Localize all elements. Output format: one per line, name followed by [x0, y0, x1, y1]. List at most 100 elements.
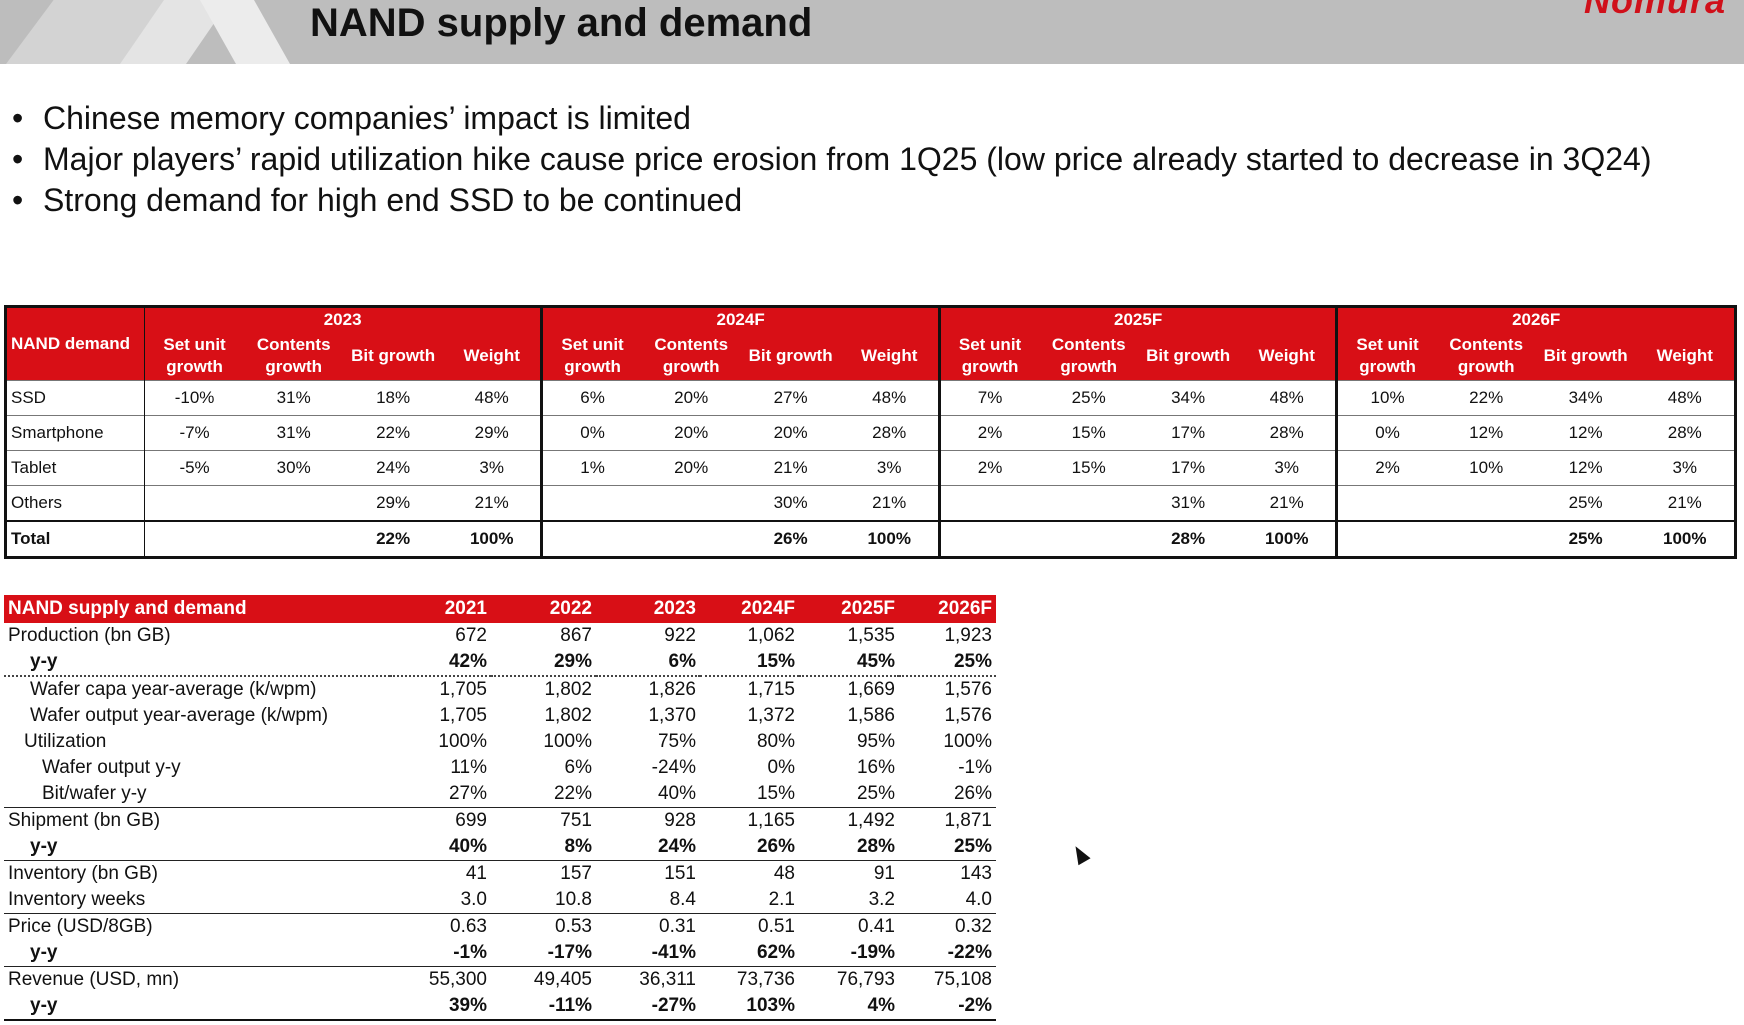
- table-cell: 21%: [1635, 485, 1736, 521]
- table-cell: [641, 520, 741, 558]
- table-cell: [937, 485, 1040, 521]
- bullet-dot-icon: •: [12, 141, 24, 177]
- column-header: Weight: [1238, 332, 1337, 381]
- table-cell: 31%: [1138, 485, 1239, 521]
- table-cell: 62%: [756, 942, 795, 963]
- table-cell: 12%: [1535, 450, 1636, 486]
- row-label: Wafer capa year-average (k/wpm): [30, 679, 317, 700]
- table-cell: 22%: [343, 520, 444, 558]
- demand-title: NAND demand: [5, 306, 145, 381]
- table-cell: 672: [455, 625, 487, 646]
- table-cell: -11%: [548, 995, 592, 1016]
- year-header: 2025F: [937, 306, 1337, 332]
- row-label: Production (bn GB): [8, 625, 171, 646]
- table-cell: 100%: [1635, 520, 1736, 558]
- table-cell: 29%: [491, 649, 596, 677]
- table-cell: 40%: [657, 783, 696, 804]
- table-cell: 41: [390, 860, 491, 887]
- table-row: y-y -1% -17% -41% 62% -19% -22%: [4, 940, 996, 967]
- row-label: Wafer output year-average (k/wpm): [30, 705, 329, 726]
- row-label: y-y: [4, 649, 390, 677]
- table-cell: 17%: [1138, 450, 1239, 486]
- table-cell: 2%: [937, 450, 1040, 486]
- row-label: Wafer output y-y: [42, 757, 181, 778]
- table-cell: 27%: [448, 783, 487, 804]
- bullet-dot-icon: •: [12, 182, 24, 218]
- table-cell: 157: [491, 860, 596, 887]
- table-cell: [540, 485, 642, 521]
- table-cell: 31%: [244, 380, 344, 416]
- column-header: Contents growth: [244, 332, 344, 381]
- column-header: Bit growth: [740, 332, 841, 381]
- table-cell: 1,370: [648, 705, 696, 726]
- bullet-item: • Major players’ rapid utilization hike c…: [12, 139, 1651, 180]
- table-row: SSD -10% 31% 18% 48% 6% 20% 27% 48% 7% 25% 34% 48% 10…: [5, 380, 1736, 416]
- table-cell: 21%: [840, 485, 940, 521]
- column-header: Set unit growth: [540, 332, 642, 381]
- table-cell: 3%: [1635, 450, 1736, 486]
- year-header: 2023: [596, 595, 700, 623]
- table-cell: -24%: [651, 757, 696, 778]
- table-cell: 12%: [1436, 415, 1536, 451]
- table-cell: [937, 520, 1040, 558]
- slide-title: NAND supply and demand: [310, 1, 813, 45]
- table-cell: 1,576: [944, 705, 992, 726]
- table-row: Wafer capa year-average (k/wpm) 1,705 1,80…: [4, 676, 996, 703]
- bullet-dot-icon: •: [12, 100, 24, 136]
- table-cell: 18%: [343, 380, 444, 416]
- table-cell: 27%: [740, 380, 841, 416]
- table-cell: 49,405: [491, 966, 596, 993]
- row-label: y-y: [30, 836, 58, 857]
- table-cell: 29%: [443, 415, 542, 451]
- table-cell: 48: [700, 860, 799, 887]
- table-cell: 699: [390, 807, 491, 834]
- table-cell: 12%: [1535, 415, 1636, 451]
- table-cell: 100%: [1238, 520, 1337, 558]
- row-label: Price (USD/8GB): [4, 913, 390, 940]
- table-cell: 151: [596, 860, 700, 887]
- table-cell: 1,669: [847, 679, 895, 700]
- table-cell: 1,705: [439, 679, 487, 700]
- table-cell: 0%: [767, 757, 795, 778]
- table-cell: 10%: [1335, 380, 1437, 416]
- table-cell: 1,802: [544, 679, 592, 700]
- table-cell: 15%: [756, 783, 795, 804]
- table-cell: 28%: [1138, 520, 1239, 558]
- table-cell: [1039, 520, 1139, 558]
- table-cell: 6%: [596, 649, 700, 677]
- table-cell: 6%: [540, 380, 642, 416]
- table-cell: 1,586: [847, 705, 895, 726]
- column-header: Set unit growth: [937, 332, 1040, 381]
- table-cell: 0%: [540, 415, 642, 451]
- row-label: Smartphone: [5, 415, 145, 451]
- table-cell: 1,062: [747, 625, 795, 646]
- table-cell: [143, 520, 245, 558]
- table-cell: 928: [596, 807, 700, 834]
- table-cell: 1%: [540, 450, 642, 486]
- row-label: y-y: [30, 995, 58, 1016]
- table-cell: 4%: [867, 995, 895, 1016]
- row-label: Others: [5, 485, 145, 521]
- supply-title: NAND supply and demand: [4, 595, 390, 623]
- row-label: Revenue (USD, mn): [4, 966, 390, 993]
- table-cell: 31%: [244, 415, 344, 451]
- table-cell: 8.4: [669, 889, 696, 910]
- decorative-shape: [200, 0, 290, 64]
- table-row: Inventory weeks 3.0 10.8 8.4 2.1 3.2 4.0: [4, 887, 996, 914]
- table-cell: 95%: [856, 731, 895, 752]
- table-row: Tablet -5% 30% 24% 3% 1% 20% 21% 3% 2% 15% 17% 3% 2% 1…: [5, 450, 1736, 486]
- table-cell: 25%: [1039, 380, 1139, 416]
- table-cell: -17%: [547, 942, 592, 963]
- row-label: y-y: [30, 942, 58, 963]
- row-label: Total: [5, 520, 145, 558]
- table-cell: 2.1: [768, 889, 795, 910]
- table-cell: 867: [560, 625, 592, 646]
- brand-logo: Nomura: [1583, 0, 1726, 21]
- table-cell: 100%: [943, 731, 992, 752]
- table-row: y-y 40% 8% 24% 26% 28% 25%: [4, 834, 996, 861]
- row-label: Bit/wafer y-y: [42, 783, 147, 804]
- column-header: Weight: [1635, 332, 1736, 381]
- year-header: 2021: [390, 595, 491, 623]
- table-cell: 103%: [746, 995, 795, 1016]
- table-cell: 80%: [756, 731, 795, 752]
